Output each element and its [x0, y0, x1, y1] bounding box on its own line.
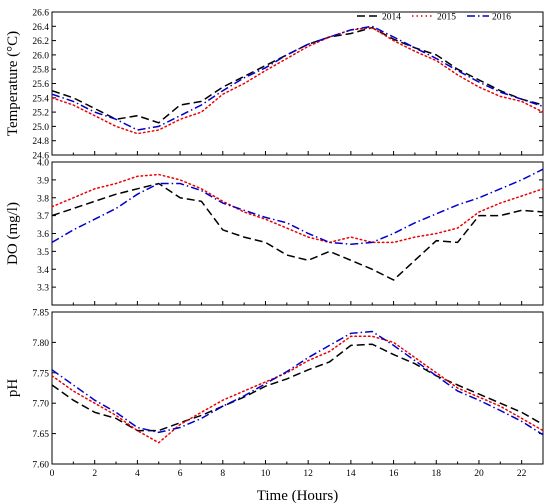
x-tick-label: 20 [474, 469, 484, 479]
x-tick-label: 0 [50, 469, 55, 479]
y-tick-label: 3.4 [37, 266, 49, 276]
y-tick-label: 24.8 [32, 137, 49, 147]
series-line-2015 [51, 335, 544, 444]
x-tick-label: 10 [261, 469, 271, 479]
legend-label-2014: 2014 [382, 13, 401, 23]
series-line-2016 [51, 330, 544, 436]
x-tick-label: 2 [92, 469, 97, 479]
y-tick-label: 7.85 [32, 309, 49, 319]
x-tick-label: 12 [303, 469, 313, 479]
y-tick-label: 7.65 [32, 430, 49, 440]
x-tick-label: 4 [135, 469, 140, 479]
y-tick-label: 25.4 [32, 94, 49, 104]
y-tick-label: 26.4 [32, 23, 49, 33]
y-tick-label: 26.2 [32, 37, 49, 47]
y-tick-label: 25.8 [32, 66, 49, 76]
y-axis-title: Temperature (°C) [5, 31, 21, 136]
x-tick-label: 8 [220, 469, 225, 479]
panel-1: 24.6 24.8 25.0 25.2 25.4 25.6 25.8 26.0 26.2 26.4… [5, 9, 544, 162]
y-axis-title: pH [5, 379, 21, 398]
series-line-2015 [51, 26, 544, 135]
series-line-2014 [51, 26, 544, 124]
series-line-2014 [51, 182, 544, 281]
plot-frame [51, 161, 544, 306]
y-tick-label: 25.0 [32, 123, 49, 133]
series-line-2015 [51, 173, 544, 244]
legend-label-2015: 2015 [437, 13, 456, 23]
y-tick-label: 7.75 [32, 369, 49, 379]
panel-3: 7.60 7.65 7.70 7.75 7.80 7.85 pH 0 2 4 6 8 10 12 14 16 1… [5, 309, 544, 504]
y-tick-label: 7.80 [32, 339, 49, 349]
y-tick-label: 25.2 [32, 109, 49, 119]
y-tick-label: 3.8 [37, 194, 49, 204]
x-tick-label: 18 [432, 469, 442, 479]
legend-label-2016: 2016 [492, 13, 511, 23]
x-tick-label: 6 [178, 469, 183, 479]
y-tick-label: 26.0 [32, 51, 49, 61]
y-tick-label: 25.6 [32, 80, 49, 90]
x-tick-label: 22 [517, 469, 527, 479]
legend: 2014 2015 2016 [357, 13, 511, 23]
plot-frame [51, 11, 544, 156]
y-tick-label: 24.6 [32, 152, 49, 162]
y-tick-label: 3.6 [37, 230, 49, 240]
y-tick-label: 4.0 [37, 159, 49, 169]
y-tick-label: 7.70 [32, 400, 49, 410]
y-axis-title: DO (mg/l) [5, 202, 21, 265]
y-tick-label: 3.7 [37, 212, 49, 222]
x-tick-label: 16 [389, 469, 399, 479]
series-line-2016 [51, 25, 544, 131]
series-line-2016 [51, 168, 544, 245]
y-tick-label: 3.3 [37, 284, 49, 294]
y-tick-label: 3.9 [37, 176, 49, 186]
y-tick-label: 3.5 [37, 248, 49, 258]
x-tick-label: 14 [346, 469, 356, 479]
y-tick-label: 26.6 [32, 9, 49, 19]
y-tick-label: 7.60 [32, 461, 49, 471]
x-axis-title: Time (Hours) [257, 488, 339, 504]
plot-frame [51, 311, 544, 465]
series-line-2014 [51, 343, 544, 432]
panel-2: 3.3 3.4 3.5 3.6 3.7 3.8 3.9 4.0 DO (mg/l) [5, 159, 544, 306]
